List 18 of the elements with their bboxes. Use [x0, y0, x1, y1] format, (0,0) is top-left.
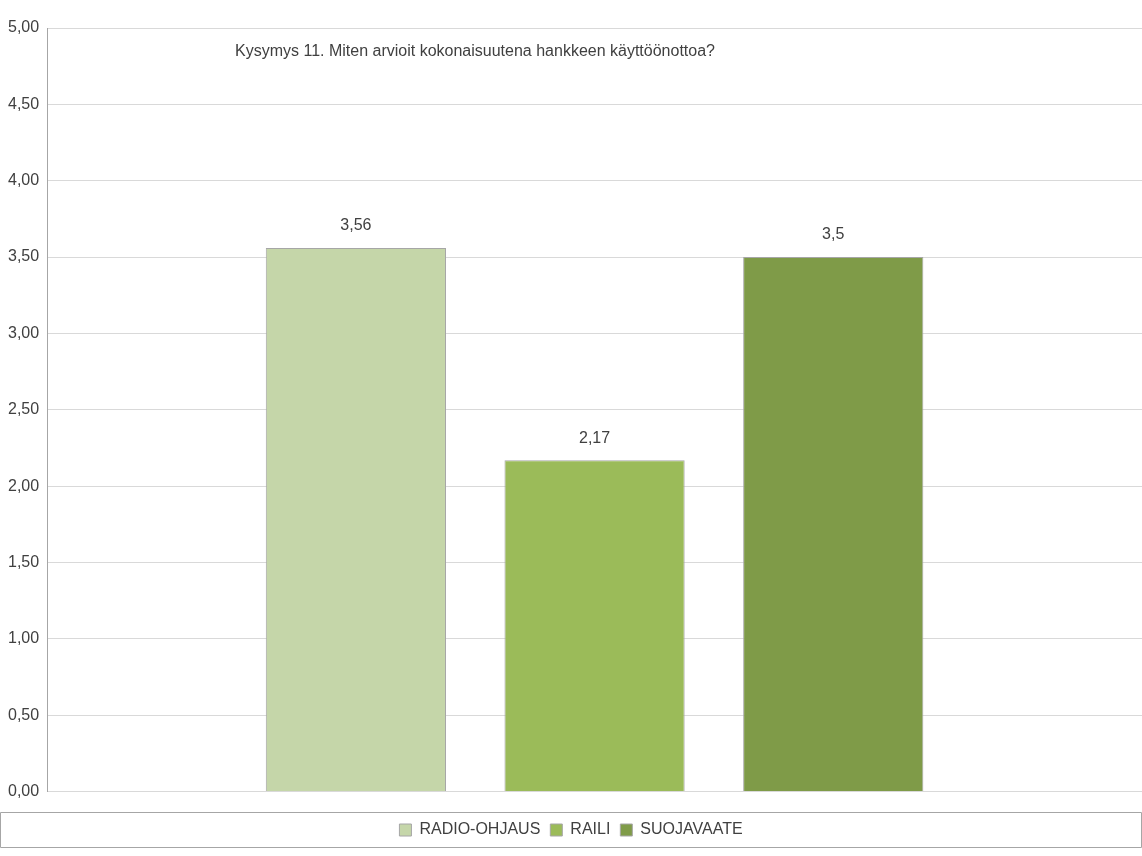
data-label: 3,5	[822, 225, 845, 243]
y-tick-label: 1,00	[8, 629, 40, 647]
y-tick-label: 5,00	[8, 18, 40, 36]
legend-label: RAILI	[570, 820, 611, 838]
y-tick-label: 0,50	[8, 705, 40, 723]
y-tick-label: 4,00	[8, 171, 40, 189]
y-tick-label: 3,50	[8, 247, 40, 265]
data-label: 3,56	[340, 216, 372, 234]
legend-label: SUOJAVAATE	[640, 820, 743, 838]
data-label: 2,17	[579, 428, 611, 446]
text: Kysymys 11. Miten arvioit kokonaisuutena hankkeen käyttöönottoa?	[235, 42, 716, 60]
y-tick-label: 2,00	[8, 476, 40, 494]
y-tick-label: 3,00	[8, 323, 40, 341]
y-tick-label: 1,50	[8, 552, 40, 570]
y-tick-label: 4,50	[8, 94, 40, 112]
legend-label: RADIO-OHJAUS	[419, 820, 541, 838]
y-tick-label: 0,00	[8, 782, 40, 800]
y-tick-label: 2,50	[8, 400, 40, 418]
